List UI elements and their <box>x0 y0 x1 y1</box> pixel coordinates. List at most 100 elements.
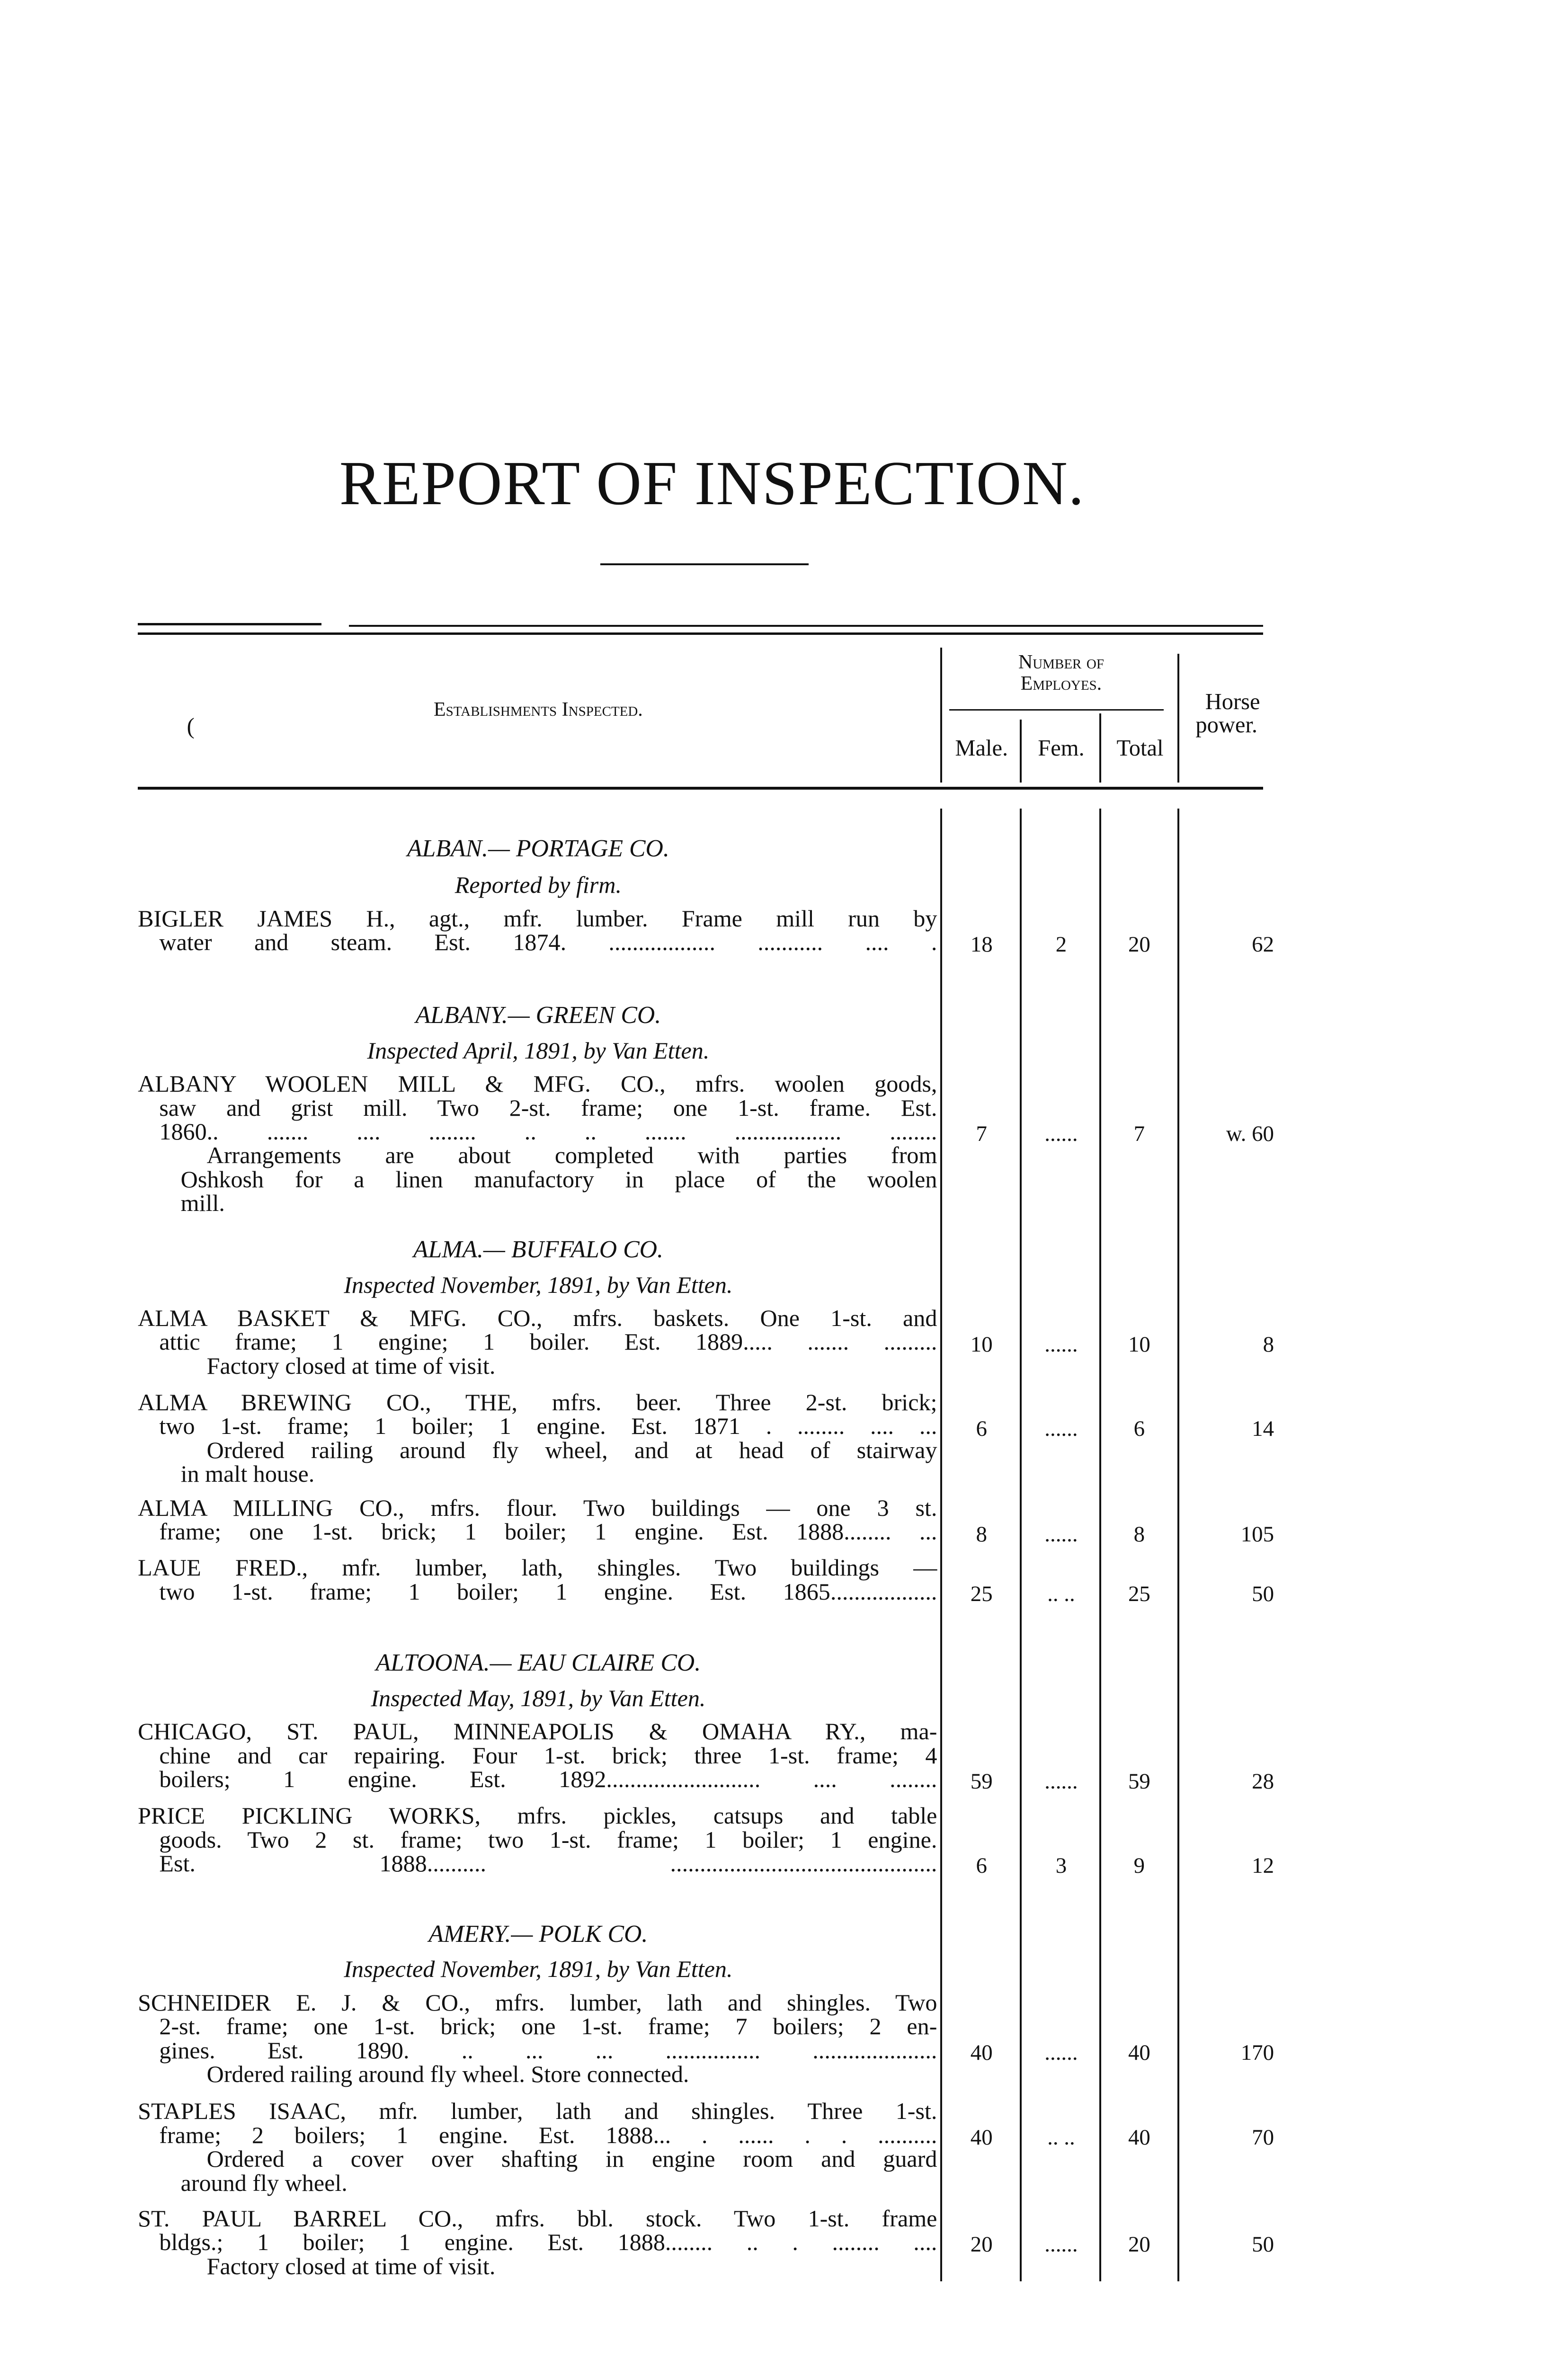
male-count: 8 <box>976 1522 987 1547</box>
entry-line: gines. Est. 1890. .. ... ... ...........… <box>159 2037 937 2064</box>
male-count: 7 <box>976 1121 987 1147</box>
male-count: 10 <box>970 1332 993 1357</box>
male-count: 59 <box>970 1769 993 1794</box>
entry-note: Factory closed at time of visit. <box>206 1352 496 1379</box>
entry-note: Ordered a cover over shafting in engine … <box>206 2145 937 2172</box>
total-count: 6 <box>1133 1416 1145 1441</box>
section-subheading: Inspected April, 1891, by Van Etten. <box>367 1037 710 1064</box>
horse-power: 14 <box>1252 1416 1274 1441</box>
horse-power: 70 <box>1252 2125 1274 2150</box>
total-count: 8 <box>1133 1522 1145 1547</box>
male-count: 40 <box>970 2125 993 2150</box>
male-count: 25 <box>970 1581 993 1606</box>
total-count: 59 <box>1128 1769 1150 1794</box>
section-heading: AMERY.— POLK CO. <box>428 1920 648 1948</box>
page-title: REPORT OF INSPECTION. <box>339 448 1085 518</box>
entry-line: ST. PAUL BARREL CO., mfrs. bbl. stock. T… <box>138 2205 937 2232</box>
entry-line: chine and car repairing. Four 1-st. bric… <box>159 1742 937 1769</box>
header-employes-rule <box>949 709 1164 711</box>
entry-note: around fly wheel. <box>180 2169 347 2196</box>
header-male: Male. <box>955 735 1008 761</box>
entry-line: ALMA BASKET & MFG. CO., mfrs. baskets. O… <box>138 1304 937 1331</box>
total-count: 9 <box>1133 1853 1145 1878</box>
horse-power: 50 <box>1252 1581 1274 1606</box>
title-underline <box>600 563 809 566</box>
entry-line: 2-st. frame; one 1-st. brick; one 1-st. … <box>159 2013 937 2040</box>
female-count: ...... <box>1044 1121 1078 1147</box>
section-heading: ALMA.— BUFFALO CO. <box>413 1236 663 1264</box>
entry-line: Est. 1888.......... ....................… <box>159 1850 937 1877</box>
col-divider <box>940 808 943 2282</box>
male-count: 20 <box>970 2232 993 2257</box>
entry-line: ALMA BREWING CO., THE, mfrs. beer. Three… <box>138 1388 937 1415</box>
header-employes: Employes. <box>1020 672 1102 694</box>
male-count: 6 <box>976 1853 987 1878</box>
col-divider <box>1177 654 1180 783</box>
male-count: 18 <box>970 932 993 957</box>
entry-line: two 1-st. frame; 1 boiler; 1 engine. Est… <box>159 1413 937 1440</box>
female-count: .. .. <box>1047 2125 1075 2150</box>
col-divider <box>1099 808 1102 2282</box>
header-number-of: Number of <box>1018 651 1104 673</box>
entry-note: Oshkosh for a linen manufactory in place… <box>180 1166 937 1192</box>
female-count: ...... <box>1044 1416 1078 1441</box>
female-count: 2 <box>1055 932 1067 957</box>
entry-line: PRICE PICKLING WORKS, mfrs. pickles, cat… <box>138 1802 937 1829</box>
female-count: ...... <box>1044 1332 1078 1357</box>
entry-line: water and steam. Est. 1874. ............… <box>159 929 937 956</box>
section-subheading: Inspected May, 1891, by Van Etten. <box>371 1684 706 1711</box>
entry-note: Factory closed at time of visit. <box>206 2252 496 2279</box>
entry-line: frame; 2 boilers; 1 engine. Est. 1888...… <box>159 2121 937 2148</box>
entry-line: ALBANY WOOLEN MILL & MFG. CO., mfrs. woo… <box>138 1070 937 1097</box>
entry-line: saw and grist mill. Two 2-st. frame; one… <box>159 1094 937 1121</box>
col-divider <box>1099 713 1102 783</box>
entry-note: Arrangements are about completed with pa… <box>206 1142 937 1169</box>
section-heading: ALBANY.— GREEN CO. <box>415 1002 661 1029</box>
section-heading: ALTOONA.— EAU CLAIRE CO. <box>375 1649 701 1677</box>
horse-power: 28 <box>1252 1769 1274 1794</box>
stray-mark: ( <box>187 714 195 739</box>
female-count: ...... <box>1044 2040 1078 2065</box>
horse-power: 62 <box>1252 932 1274 957</box>
entry-line: BIGLER JAMES H., agt., mfr. lumber. Fram… <box>138 905 937 932</box>
total-count: 20 <box>1128 932 1150 957</box>
col-divider <box>1020 808 1022 2282</box>
header-power: power. <box>1195 712 1258 738</box>
total-count: 40 <box>1128 2125 1150 2150</box>
section-heading: ALBAN.— PORTAGE CO. <box>407 835 669 862</box>
entry-note: Ordered railing around fly wheel, and at… <box>206 1436 937 1463</box>
entry-line: ALMA MILLING CO., mfrs. flour. Two build… <box>138 1494 937 1521</box>
top-rule-right <box>349 624 1264 627</box>
entry-line: CHICAGO, ST. PAUL, MINNEAPOLIS & OMAHA R… <box>138 1718 937 1745</box>
horse-power: w. 60 <box>1226 1121 1274 1147</box>
total-count: 40 <box>1128 2040 1150 2065</box>
horse-power: 50 <box>1252 2232 1274 2257</box>
female-count: .. .. <box>1047 1581 1075 1606</box>
horse-power: 12 <box>1252 1853 1274 1878</box>
entry-line: frame; one 1-st. brick; 1 boiler; 1 engi… <box>159 1518 937 1545</box>
section-subheading: Inspected November, 1891, by Van Etten. <box>344 1956 733 1983</box>
female-count: ...... <box>1044 1769 1078 1794</box>
female-count: ...... <box>1044 1522 1078 1547</box>
section-subheading: Inspected November, 1891, by Van Etten. <box>344 1271 733 1298</box>
header-bottom-rule <box>138 787 1264 790</box>
male-count: 6 <box>976 1416 987 1441</box>
total-count: 7 <box>1133 1121 1145 1147</box>
entry-line: two 1-st. frame; 1 boiler; 1 engine. Est… <box>159 1578 937 1605</box>
entry-line: bldgs.; 1 boiler; 1 engine. Est. 1888...… <box>159 2229 937 2256</box>
entry-line: boilers; 1 engine. Est. 1892............… <box>159 1766 937 1793</box>
header-fem: Fem. <box>1038 735 1085 761</box>
header-total: Total <box>1116 735 1164 761</box>
col-divider <box>1020 720 1022 783</box>
entry-note: in malt house. <box>180 1460 315 1487</box>
entry-note: mill. <box>180 1190 225 1217</box>
entry-note: Ordered railing around fly wheel. Store … <box>206 2061 689 2088</box>
entry-line: 1860.. ....... .... ........ .. .. .....… <box>159 1118 937 1145</box>
male-count: 40 <box>970 2040 993 2065</box>
entry-line: LAUE FRED., mfr. lumber, lath, shingles.… <box>138 1554 937 1581</box>
header-horse: Horse <box>1205 689 1260 715</box>
female-count: 3 <box>1055 1853 1067 1878</box>
header-establishments: Establishments Inspected. <box>433 698 643 721</box>
col-divider <box>1177 808 1180 2282</box>
horse-power: 105 <box>1240 1522 1274 1547</box>
